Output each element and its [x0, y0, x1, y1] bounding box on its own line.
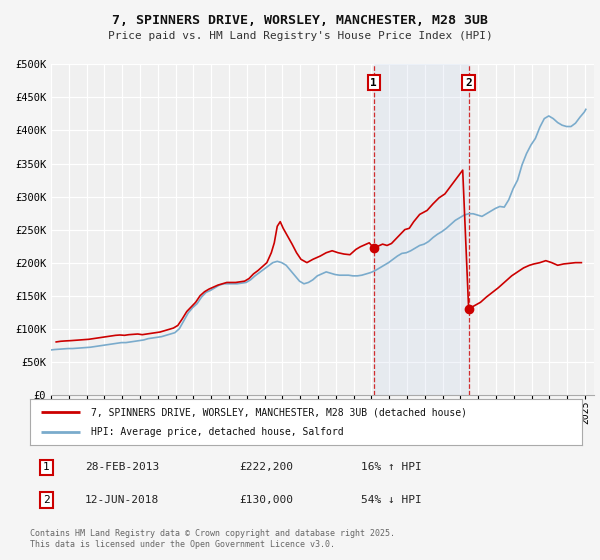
Text: £222,200: £222,200 [240, 463, 294, 473]
Text: 1: 1 [370, 78, 377, 87]
Text: 2: 2 [465, 78, 472, 87]
Text: 7, SPINNERS DRIVE, WORSLEY, MANCHESTER, M28 3UB (detached house): 7, SPINNERS DRIVE, WORSLEY, MANCHESTER, … [91, 407, 467, 417]
Text: HPI: Average price, detached house, Salford: HPI: Average price, detached house, Salf… [91, 427, 343, 437]
Text: 2: 2 [43, 495, 50, 505]
Text: 28-FEB-2013: 28-FEB-2013 [85, 463, 160, 473]
Text: 7, SPINNERS DRIVE, WORSLEY, MANCHESTER, M28 3UB: 7, SPINNERS DRIVE, WORSLEY, MANCHESTER, … [112, 14, 488, 27]
Text: 12-JUN-2018: 12-JUN-2018 [85, 495, 160, 505]
Text: 1: 1 [43, 463, 50, 473]
Text: £130,000: £130,000 [240, 495, 294, 505]
Text: Price paid vs. HM Land Registry's House Price Index (HPI): Price paid vs. HM Land Registry's House … [107, 31, 493, 41]
Text: Contains HM Land Registry data © Crown copyright and database right 2025.
This d: Contains HM Land Registry data © Crown c… [30, 529, 395, 549]
Text: 54% ↓ HPI: 54% ↓ HPI [361, 495, 422, 505]
Bar [374, 64, 469, 395]
Text: 16% ↑ HPI: 16% ↑ HPI [361, 463, 422, 473]
